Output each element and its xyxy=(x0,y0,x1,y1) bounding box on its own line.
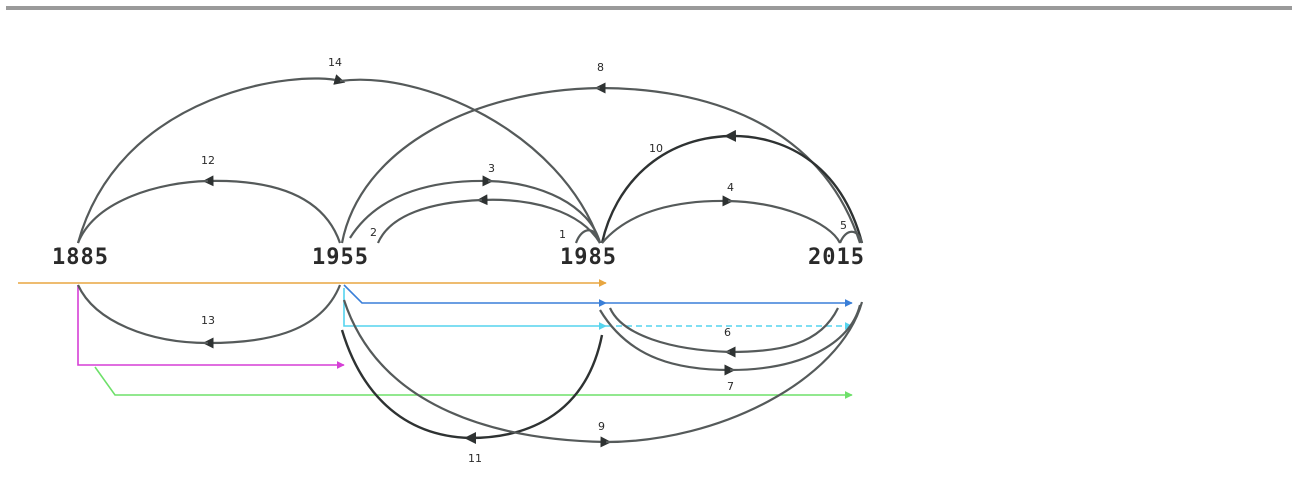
arc-1 xyxy=(574,229,602,244)
arc-label-3: 3 xyxy=(488,162,495,175)
arc-label-14: 14 xyxy=(328,56,342,69)
timeline-green xyxy=(94,366,853,399)
arc-14 xyxy=(76,74,346,244)
arc-label-6: 6 xyxy=(724,326,731,339)
arc-label-1: 1 xyxy=(559,228,566,241)
arc-label-4: 4 xyxy=(727,181,734,194)
arc-10 xyxy=(724,129,864,244)
arc-label-11: 11 xyxy=(468,452,482,465)
arc-label-13: 13 xyxy=(201,314,215,327)
arc-7-tail xyxy=(729,304,862,372)
arc-label-5: 5 xyxy=(840,219,847,232)
arc-label-9: 9 xyxy=(598,420,605,433)
arc-5 xyxy=(838,230,864,244)
arc-3-tail xyxy=(487,179,602,244)
timeline-cyan xyxy=(343,288,607,330)
arc-6 xyxy=(724,307,839,358)
year-label-1885: 1885 xyxy=(52,245,109,270)
arc-12 xyxy=(202,175,342,244)
arc-4-tail xyxy=(727,199,841,244)
arc-13 xyxy=(202,284,342,349)
arc-label-7: 7 xyxy=(727,380,734,393)
arc-8 xyxy=(594,82,862,244)
arc-label-10: 10 xyxy=(649,142,663,155)
arc-13-tail xyxy=(77,284,209,345)
arc-14-tail xyxy=(339,78,602,244)
arc-12-tail xyxy=(76,179,209,244)
arc-7 xyxy=(599,309,736,376)
arc-11 xyxy=(464,334,604,444)
top-rule xyxy=(6,6,1292,10)
arc-label-2: 2 xyxy=(370,226,377,239)
year-label-1985: 1985 xyxy=(560,245,617,270)
arc-10-tail xyxy=(600,134,731,244)
arc-label-8: 8 xyxy=(597,61,604,74)
timeline-magenta xyxy=(77,285,345,369)
arc-2 xyxy=(476,194,601,244)
arc-11-tail xyxy=(340,329,471,440)
arc-2-tail xyxy=(376,198,483,244)
year-label-1955: 1955 xyxy=(312,245,369,270)
arc-label-12: 12 xyxy=(201,154,215,167)
arc-8-tail xyxy=(340,86,601,244)
arc-6-tail xyxy=(608,307,731,354)
arc-9 xyxy=(342,299,612,448)
arc-4 xyxy=(601,195,734,244)
arc-3 xyxy=(349,175,494,239)
year-label-2015: 2015 xyxy=(808,245,865,270)
arc-9-tail xyxy=(605,301,864,444)
timeline-blue xyxy=(343,284,607,307)
